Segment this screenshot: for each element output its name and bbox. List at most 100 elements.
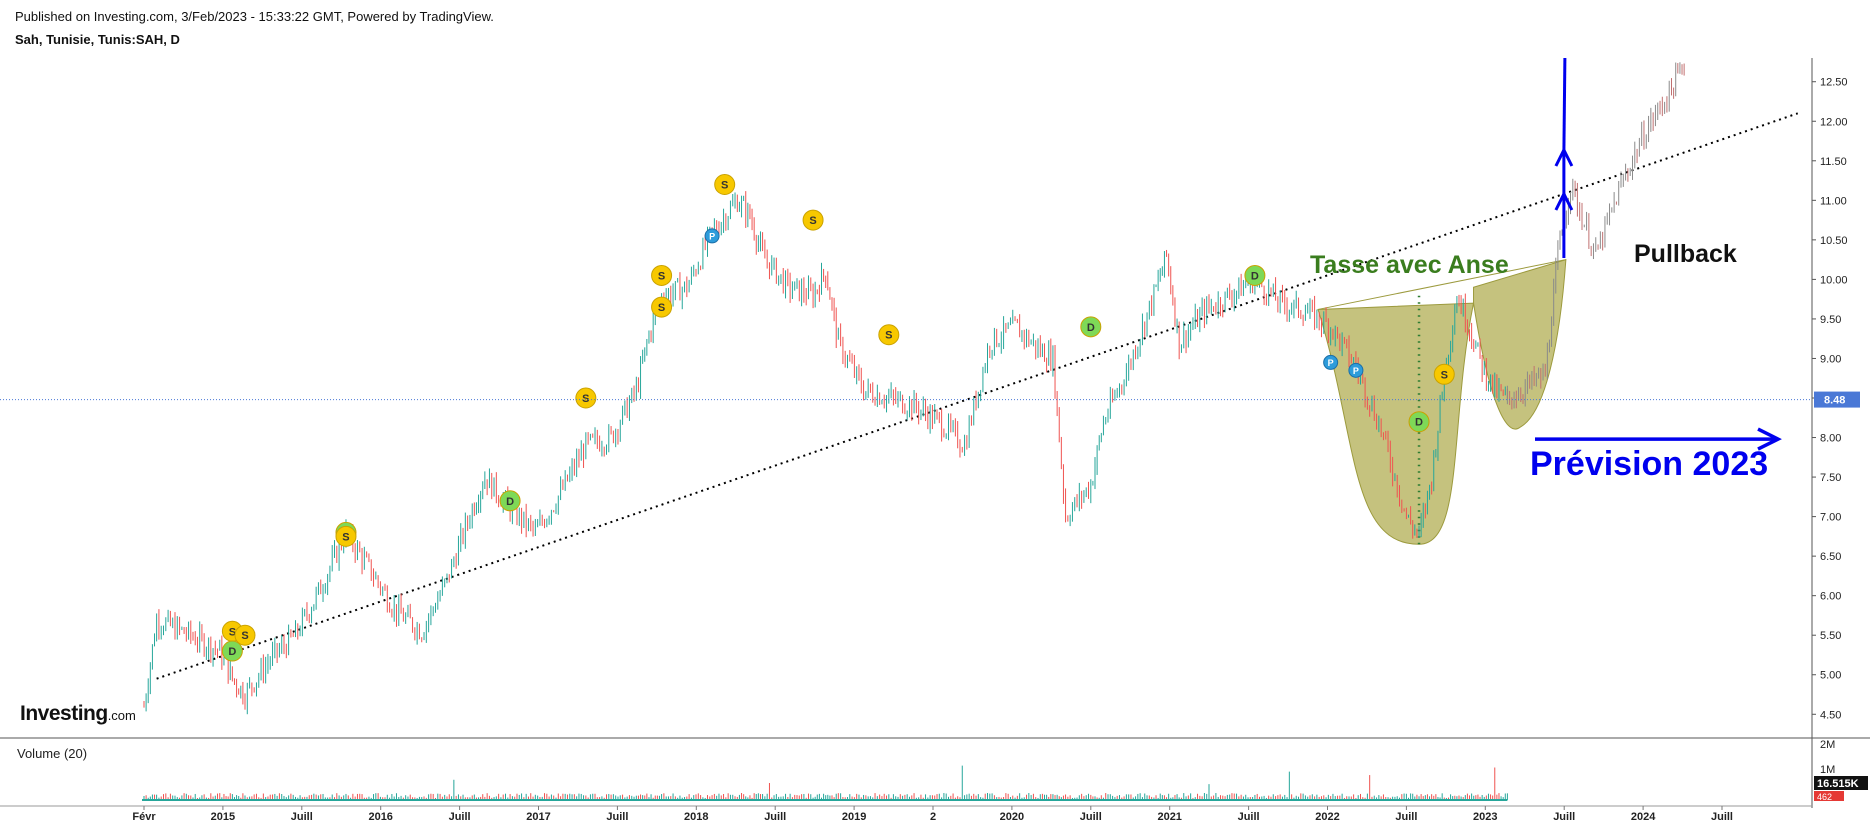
x-axis: Févr 2015 Juill 2016 Juill 2017 Juill 2018 Juill… [132, 806, 1733, 823]
event-marker-label: S [342, 531, 349, 543]
investing-logo: Investing.com [20, 702, 136, 725]
event-marker-label: P [1353, 366, 1359, 376]
event-marker-s[interactable]: S [1433, 363, 1455, 385]
event-marker-s[interactable]: S [651, 264, 673, 286]
event-marker-label: S [241, 630, 248, 642]
cup-handle-pattern [1317, 258, 1567, 545]
event-marker-s[interactable]: S [335, 525, 357, 547]
y-tick-label: 6.00 [1820, 591, 1841, 603]
y-tick-label: 10.00 [1820, 274, 1848, 286]
y-tick-label: 5.50 [1820, 630, 1841, 642]
x-tick-label: Juill [1395, 811, 1417, 823]
pullback-annotation: Pullback [1634, 240, 1737, 268]
chart-frame [0, 58, 1870, 808]
volume-tick-label: 2M [1820, 739, 1835, 751]
event-marker-s[interactable]: S [575, 387, 597, 409]
y-tick-label: 7.50 [1820, 472, 1841, 484]
event-marker-label: P [1328, 358, 1334, 368]
event-marker-circle [1244, 264, 1266, 286]
event-marker-label: P [709, 231, 715, 241]
forecast-candles [1506, 62, 1685, 410]
y-tick-label: 6.50 [1820, 551, 1841, 563]
event-marker-circle [704, 228, 720, 244]
up-arrow-head-2 [1554, 190, 1574, 211]
x-tick-label: 2016 [368, 811, 392, 823]
event-marker-circle [1080, 316, 1102, 338]
event-marker-p[interactable]: P [1323, 354, 1339, 370]
event-marker-p[interactable]: P [704, 228, 720, 244]
event-marker-circle [651, 296, 673, 318]
event-marker-circle [234, 624, 256, 646]
event-marker-circle [221, 640, 243, 662]
volume-tick-label: 1M [1820, 764, 1835, 776]
event-marker-s[interactable]: S [714, 174, 736, 196]
y-tick-label: 12.50 [1820, 77, 1848, 89]
event-marker-label: D [1251, 270, 1259, 282]
symbol-title: Sah, Tunisie, Tunis:SAH, D [15, 32, 180, 47]
event-marker-circle [575, 387, 597, 409]
event-marker-label: S [658, 270, 665, 282]
pattern-annotation: Tasse avec Anse [1310, 251, 1509, 279]
event-marker-label: S [1441, 369, 1448, 381]
volume-current-badge-2 [1814, 791, 1844, 801]
event-marker-label: D [1415, 417, 1423, 429]
event-marker-p[interactable]: P [1348, 362, 1364, 378]
x-tick-label: Juill [606, 811, 628, 823]
y-tick-label: 8.00 [1820, 433, 1841, 445]
volume-current-label-2: 462 [1817, 792, 1832, 802]
event-marker-circle [1408, 411, 1430, 433]
y-tick-label: 10.50 [1820, 235, 1848, 247]
event-marker-circle [651, 264, 673, 286]
cup-rim [1317, 259, 1566, 310]
event-marker-circle [802, 209, 824, 231]
y-axis: 12.50 12.00 11.50 11.00 10.50 10.00 9.50 9.00 8.… [1812, 77, 1868, 802]
x-tick-label: Juill [764, 811, 786, 823]
event-marker-s[interactable]: S [651, 296, 673, 318]
x-tick-label: Juill [1238, 811, 1260, 823]
x-tick-label: Juill [1711, 811, 1733, 823]
x-tick-label: 2023 [1473, 811, 1497, 823]
up-arrow-long [1562, 57, 1567, 153]
last-price-badge [1814, 391, 1860, 408]
x-tick-label: Févr [132, 811, 156, 823]
x-tick-label: 2022 [1315, 811, 1339, 823]
y-tick-label: 9.00 [1820, 353, 1841, 365]
event-marker-d[interactable]: D [1080, 316, 1102, 338]
event-marker-circle [1348, 362, 1364, 378]
event-marker-d[interactable]: D [221, 640, 243, 662]
x-tick-label: 2021 [1157, 811, 1181, 823]
x-tick-label: 2017 [526, 811, 550, 823]
x-tick-label: Juill [1553, 811, 1575, 823]
event-marker-label: S [885, 330, 892, 342]
event-marker-d[interactable]: D [499, 490, 521, 512]
horizontal-arrow-head [1757, 427, 1782, 451]
trendline [156, 112, 1799, 680]
event-markers: SSDDSDSSSPSSSDDPPDS [221, 174, 1455, 662]
y-tick-label: 11.00 [1820, 195, 1847, 207]
y-tick-label: 7.00 [1820, 512, 1841, 524]
annotations: Tasse avec Anse Pullback Prévision 2023 [0, 57, 1812, 483]
event-marker-label: S [809, 215, 816, 227]
cup-shape [1317, 302, 1475, 545]
event-marker-d[interactable]: D [1408, 411, 1430, 433]
volume-bars [142, 765, 1508, 801]
event-marker-label: D [228, 646, 236, 658]
event-marker-circle [1323, 354, 1339, 370]
volume-current-badge [1814, 776, 1868, 790]
event-marker-label: D [1087, 322, 1095, 334]
x-tick-label: 2020 [1000, 811, 1024, 823]
x-tick-label: 2019 [842, 811, 866, 823]
y-tick-label: 12.00 [1820, 116, 1848, 128]
x-tick-label: Juill [291, 811, 313, 823]
event-marker-s[interactable]: S [802, 209, 824, 231]
event-marker-s[interactable]: S [234, 624, 256, 646]
event-marker-circle [335, 525, 357, 547]
event-marker-s[interactable]: S [878, 324, 900, 346]
x-tick-label: Juill [449, 811, 471, 823]
x-tick-label: Juill [1080, 811, 1102, 823]
support-trendline [156, 112, 1799, 680]
volume-label: Volume (20) [17, 746, 88, 761]
y-tick-label: 9.50 [1820, 314, 1841, 326]
event-marker-d[interactable]: D [1244, 264, 1266, 286]
event-marker-circle [878, 324, 900, 346]
